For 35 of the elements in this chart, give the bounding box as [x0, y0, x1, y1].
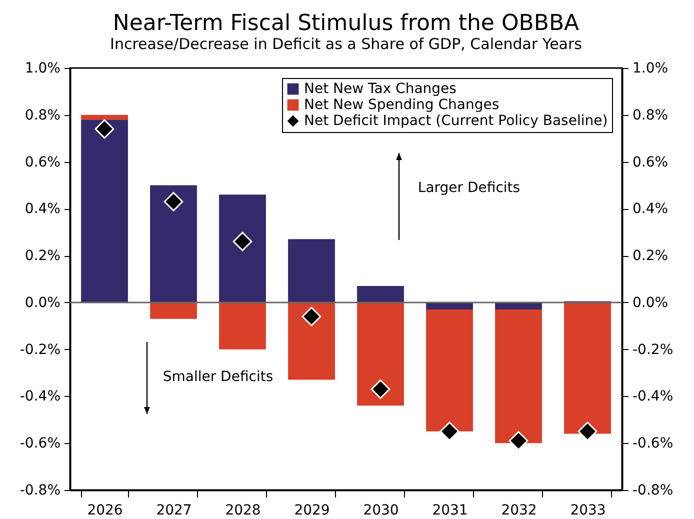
chart-subtitle: Increase/Decrease in Deficit as a Share of GDP, Calendar Years	[110, 35, 582, 53]
y2-tick-label: 0.6%	[632, 154, 668, 170]
y-tick-label: 0.4%	[24, 201, 60, 218]
y2-tick-label: -0.6%	[632, 436, 674, 452]
y2-tick-label: 0.0%	[632, 294, 668, 311]
y-tick-label: 0.2%	[24, 248, 60, 264]
legend-label: Net Deficit Impact (Current Policy Baseline)	[304, 113, 608, 129]
y2-tick-label: 0.4%	[632, 201, 668, 218]
x-tick-label: 2027	[156, 502, 192, 518]
legend-label: Net New Tax Changes	[304, 81, 456, 97]
y-tick-label: 1.0%	[24, 60, 60, 76]
y-tick-label: -0.2%	[20, 342, 60, 358]
x-tick-label: 2028	[225, 502, 261, 518]
y2-tick-label: 1.0%	[632, 60, 668, 76]
annotation: Larger Deficits	[418, 180, 520, 196]
x-tick-label: 2030	[363, 502, 399, 518]
y-tick-label: -0.6%	[20, 436, 60, 452]
y-tick-label: -0.8%	[20, 482, 60, 498]
annotation: Smaller Deficits	[162, 369, 274, 385]
y2-tick-label: -0.4%	[632, 388, 674, 405]
chart-title: Near-Term Fiscal Stimulus from the OBBBA	[112, 11, 580, 36]
y-tick-label: 0.0%	[24, 294, 60, 311]
legend-label: Net New Spending Changes	[304, 97, 500, 113]
y-tick-label: 0.6%	[24, 154, 60, 170]
y2-tick-label: 0.2%	[632, 248, 668, 264]
y-tick-label: -0.4%	[20, 388, 60, 405]
y2-tick-label: -0.2%	[632, 342, 674, 358]
x-tick-label: 2026	[87, 502, 123, 518]
x-tick-label: 2033	[570, 502, 606, 518]
y-tick-label: 0.8%	[24, 107, 60, 124]
y2-tick-label: -0.8%	[632, 482, 674, 498]
x-tick-label: 2031	[432, 502, 468, 518]
x-tick-label: 2029	[294, 502, 330, 518]
y2-tick-label: 0.8%	[632, 107, 668, 124]
x-tick-label: 2032	[501, 502, 537, 518]
